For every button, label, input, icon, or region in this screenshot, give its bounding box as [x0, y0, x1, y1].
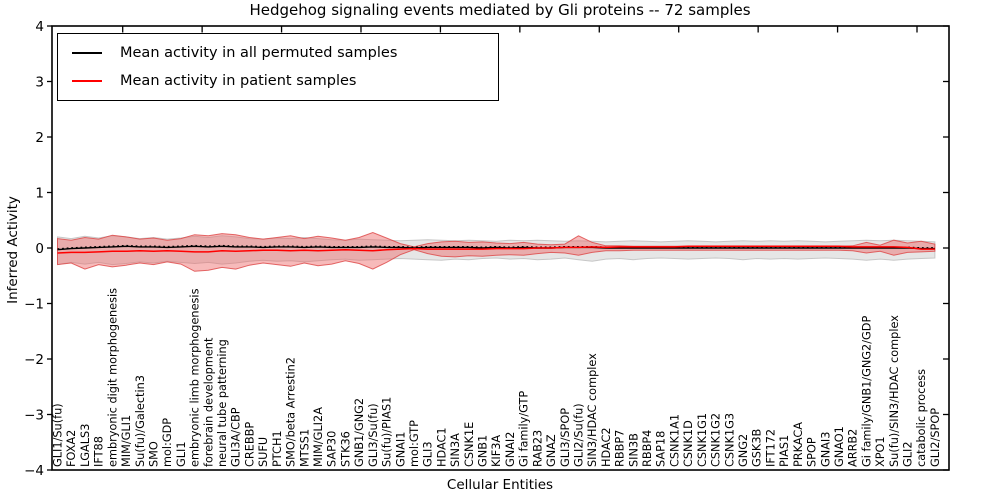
x-tick-label: GNAO1: [833, 426, 846, 467]
patient-mean-line: [57, 245, 935, 254]
y-tick-label: −3: [24, 407, 44, 423]
x-tick-label: embryonic limb morphogenesis: [189, 288, 202, 467]
x-tick-label: XPO1: [874, 436, 887, 467]
x-axis-label: Cellular Entities: [446, 477, 554, 493]
x-tick-label: RAB23: [531, 430, 544, 467]
legend-sample: [72, 80, 102, 82]
x-tick-label: GLI1/Su(fu): [52, 403, 65, 467]
x-tick-label: SMO/beta Arrestin2: [285, 357, 298, 467]
x-tick-label: GNAI3: [819, 432, 832, 467]
x-tick-label: CSNK1G3: [723, 413, 736, 467]
x-tick-label: CSNK1A1: [668, 414, 681, 467]
x-tick-label: SAP18: [655, 431, 668, 467]
x-tick-label: Gi family/GNB1/GNG2/GDP: [860, 315, 873, 467]
x-tick-label: GNAI1: [394, 432, 407, 467]
y-tick-label: −1: [24, 296, 44, 312]
x-tick-label: GLI2/SPOP: [929, 408, 942, 467]
x-tick-label: CSNK1D: [682, 420, 695, 467]
x-tick-label: IFT88: [93, 436, 106, 467]
legend-item-patient: Mean activity in patient samples: [58, 67, 498, 95]
x-tick-label: GSK3B: [751, 429, 764, 467]
x-tick-label: forebrain development: [202, 337, 215, 467]
y-tick-label: 4: [35, 19, 44, 35]
y-tick-label: 2: [35, 130, 44, 146]
x-tick-label: GLI1: [175, 441, 188, 467]
y-tick-label: 3: [35, 74, 44, 90]
x-tick-label: RBBP7: [614, 430, 627, 467]
y-tick-label: 0: [35, 241, 44, 257]
x-tick-label: PTCH1: [271, 430, 284, 467]
x-tick-label: GNAZ: [545, 434, 558, 467]
y-tick-label: −4: [24, 463, 44, 479]
x-tick-label: HDAC1: [435, 427, 448, 467]
x-tick-label: PRKACA: [792, 422, 805, 467]
x-tick-label: HDAC2: [600, 427, 613, 467]
x-tick-label: CSNK1G1: [696, 413, 709, 467]
x-tick-label: SAP30: [326, 431, 339, 467]
patient-range-band: [57, 231, 936, 272]
x-tick-label: SPOP: [806, 437, 819, 467]
x-tick-label: GLI3/Su(fu): [367, 403, 380, 467]
x-tick-label: CREBBP: [243, 422, 256, 467]
x-tick-label: CSNK1G2: [710, 413, 723, 467]
x-tick-label: RBBP4: [641, 430, 654, 467]
x-tick-label: GNG2: [737, 434, 750, 467]
x-tick-label: MIM/GLI1: [120, 415, 133, 467]
chart-title: Hedgehog signaling events mediated by Gl…: [249, 1, 751, 19]
legend-item-permuted: Mean activity in all permuted samples: [58, 39, 498, 67]
x-tick-label: FOXA2: [65, 430, 78, 467]
x-tick-label: SIN3A: [449, 433, 462, 467]
x-tick-label: mol:GDP: [161, 418, 174, 467]
x-tick-label: Gi family/GTP: [518, 391, 531, 467]
permuted-range-band: [57, 235, 936, 266]
x-tick-label: SMO: [147, 441, 160, 467]
x-tick-label: SIN3B: [627, 433, 640, 467]
x-tick-label: LGALS3: [79, 424, 92, 467]
y-axis-label: Inferred Activity: [5, 196, 21, 304]
x-tick-label: STK36: [339, 431, 352, 467]
x-tick-label: Su(fu)/PIAS1: [381, 397, 394, 467]
legend-sample: [72, 52, 102, 54]
permuted-mean-dotted-overlay: [57, 244, 935, 250]
x-tick-label: catabolic process: [915, 369, 928, 467]
legend-label: Mean activity in all permuted samples: [120, 45, 398, 61]
y-tick-label: −2: [24, 352, 44, 368]
x-tick-label: ARRB2: [847, 429, 860, 467]
x-tick-label: MIM/GLI2A: [312, 407, 325, 467]
x-tick-label: mol:GTP: [408, 420, 421, 467]
legend: Mean activity in all permuted samples Me…: [57, 33, 499, 101]
x-tick-label: Su(fu)/Galectin3: [134, 375, 147, 467]
x-tick-label: GNB1: [477, 435, 490, 467]
x-tick-label: embryonic digit morphogenesis: [106, 288, 119, 467]
x-tick-label: MTSS1: [298, 429, 311, 467]
x-tick-label: SIN3/HDAC complex: [586, 353, 599, 467]
x-tick-label: IFT172: [764, 429, 777, 467]
x-tick-label: GNB1/GNG2: [353, 398, 366, 467]
x-tick-label: KIF3A: [490, 435, 503, 467]
x-tick-label: GLI3/SPOP: [559, 408, 572, 467]
x-tick-label: Su(fu)/SIN3/HDAC complex: [888, 315, 901, 467]
x-tick-label: GLI2: [902, 441, 915, 467]
legend-label: Mean activity in patient samples: [120, 73, 357, 89]
x-tick-label: GLI2/Su(fu): [572, 403, 585, 467]
y-tick-label: 1: [35, 185, 44, 201]
x-tick-label: SUFU: [257, 437, 270, 467]
x-tick-label: CSNK1E: [463, 422, 476, 467]
permuted-mean-line: [57, 245, 935, 251]
x-tick-label: GLI3A/CBP: [230, 407, 243, 467]
x-tick-label: GNAI2: [504, 432, 517, 467]
x-tick-label: neural tube patterning: [216, 339, 229, 467]
x-tick-label: PIAS1: [778, 435, 791, 467]
x-tick-label: GLI3: [422, 441, 435, 467]
